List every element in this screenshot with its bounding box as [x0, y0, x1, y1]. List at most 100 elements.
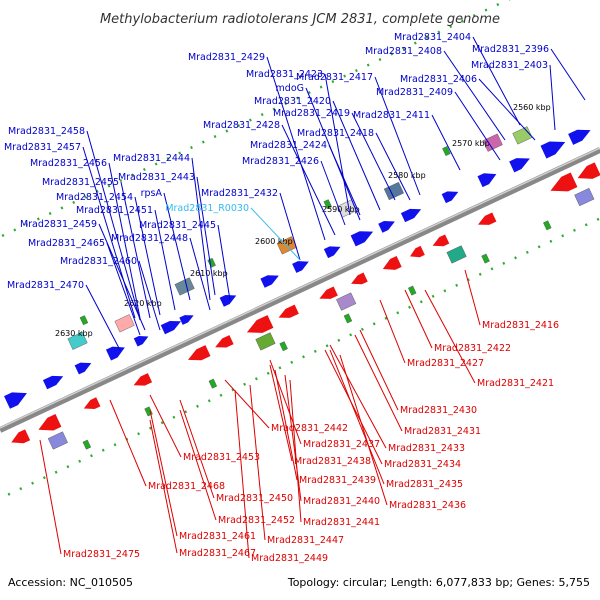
forward-gene-label: Mrad2831_2423	[246, 69, 323, 80]
topology-text: Topology: circular; Length: 6,077,833 bp…	[287, 576, 590, 589]
forward-gene-label: Mrad2831_2408	[365, 46, 442, 57]
gene-shape	[215, 335, 234, 348]
gene-shape	[4, 392, 27, 409]
genome-backbone	[0, 147, 600, 433]
reverse-gene-arrow	[188, 345, 211, 361]
reverse-gene-label: Mrad2831_2467	[179, 548, 256, 559]
label-leader-line	[274, 369, 298, 481]
reverse-gene-arrow	[215, 335, 234, 348]
feature-box	[481, 253, 490, 264]
reverse-gene-label: Mrad2831_2461	[179, 531, 256, 542]
label-leader-line	[179, 409, 217, 521]
reverse-gene-arrow	[278, 304, 299, 318]
gene-shape	[323, 246, 341, 259]
cog-feature-box	[67, 331, 88, 350]
forward-gene-arrow	[400, 208, 422, 223]
feature-box	[407, 285, 417, 296]
reverse-gene-label: Mrad2831_2421	[477, 378, 554, 389]
reverse-gene-arrow	[246, 315, 274, 333]
label-leader-line	[404, 289, 433, 349]
reverse-gene-arrow	[410, 245, 425, 258]
feature-box	[255, 332, 276, 351]
cog-feature-box	[482, 133, 503, 152]
forward-gene-arrow	[509, 158, 530, 173]
reverse-gene-arrow	[38, 414, 62, 431]
feature-box	[343, 313, 353, 324]
gene-shape	[400, 208, 422, 223]
gene-shape	[577, 162, 600, 179]
reverse-gene-label: Mrad2831_2468	[148, 481, 225, 492]
feature-box	[574, 187, 595, 207]
forward-gene-label: Mrad2831_2470	[7, 280, 84, 291]
gene-shape	[477, 212, 497, 225]
feature-box	[79, 315, 89, 326]
feature-box	[207, 257, 216, 268]
forward-gene-label: Mrad2831_2411	[353, 110, 430, 121]
forward-gene-label: Mrad2831_2424	[250, 140, 327, 151]
forward-gene-label: Mrad2831_2443	[118, 172, 195, 183]
forward-gene-arrow	[74, 362, 92, 375]
gene-tracks	[0, 0, 600, 496]
gc-marker	[82, 439, 92, 450]
gene-shape	[188, 345, 211, 361]
gene-shape	[550, 172, 578, 192]
forward-gene-label: Mrad2831_2426	[242, 156, 319, 167]
gene-shape	[246, 315, 274, 333]
gene-shape	[477, 173, 497, 188]
kbp-tick-label: 2600 kbp	[255, 237, 293, 246]
reverse-gene-label: Mrad2831_2416	[482, 320, 559, 331]
label-leader-line	[431, 114, 461, 171]
outer-guide-reverse	[7, 217, 600, 496]
label-leader-line	[379, 299, 406, 364]
label-leader-line	[324, 73, 351, 216]
forward-gene-arrow	[540, 141, 566, 159]
gc-marker	[343, 313, 353, 324]
forward-gene-label: Mrad2831_2458	[8, 126, 85, 137]
reverse-gene-label: Mrad2831_2450	[216, 493, 293, 504]
gene-shape	[133, 373, 153, 386]
label-leader-line	[149, 394, 182, 458]
label-leader-line	[39, 439, 62, 555]
label-leader-line	[328, 144, 361, 216]
label-leader-line	[550, 48, 586, 101]
gene-shape	[160, 320, 181, 335]
reverse-gene-arrow	[83, 397, 101, 410]
reverse-gene-label: Mrad2831_2453	[183, 452, 260, 463]
label-leader-line	[98, 223, 146, 331]
reverse-gene-arrow	[133, 373, 153, 386]
forward-gene-arrow	[219, 294, 237, 307]
accession-text: Accession: NC_010505	[8, 576, 133, 589]
gene-shape	[83, 397, 101, 410]
label-leader-line	[249, 384, 266, 541]
label-leader-line	[284, 374, 302, 502]
feature-box	[442, 146, 451, 156]
forward-gene-label: Mrad2831_2459	[20, 219, 97, 230]
feature-box	[323, 199, 332, 210]
label-leader-line	[281, 124, 336, 236]
gene-shape	[382, 255, 402, 270]
gene-shape	[11, 429, 31, 444]
label-leader-line	[149, 409, 178, 537]
feature-box	[208, 378, 218, 389]
forward-gene-label: Mrad2831_2419	[273, 108, 350, 119]
label-leader-line	[332, 100, 381, 211]
label-leader-line	[106, 242, 141, 336]
gc-marker	[279, 341, 288, 352]
kbp-tick-label: 2630 kbp	[55, 329, 93, 338]
label-leader-line	[154, 209, 176, 311]
gene-shape	[441, 191, 459, 204]
label-leader-line	[85, 284, 121, 351]
forward-gene-label: Mrad2831_2454	[56, 192, 133, 203]
forward-gene-arrow	[105, 346, 125, 361]
reverse-gene-label: Mrad2831_2441	[303, 517, 380, 528]
reverse-gene-arrow	[577, 162, 600, 179]
feature-box	[336, 292, 357, 311]
reverse-gene-label: Mrad2831_2475	[63, 549, 140, 560]
gene-shape	[105, 346, 125, 361]
label-leader-line	[374, 76, 421, 196]
label-leader-line	[354, 334, 403, 432]
kbp-tick-label: 2620 kbp	[124, 299, 162, 308]
gc-marker	[481, 253, 490, 264]
forward-gene-label: Mrad2831_2409	[376, 87, 453, 98]
